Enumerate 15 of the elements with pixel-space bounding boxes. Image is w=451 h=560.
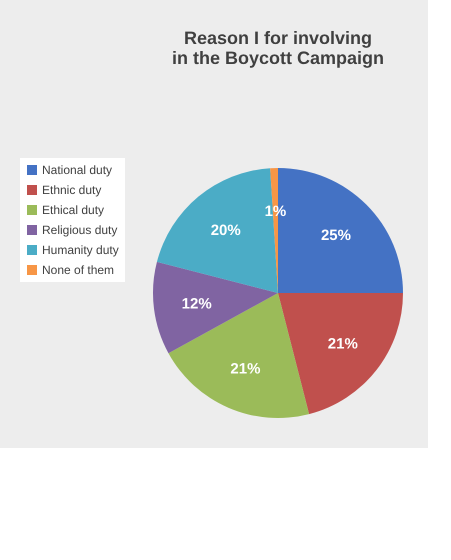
pie-slice <box>278 293 403 414</box>
data-label: 20% <box>210 222 241 239</box>
data-label: 12% <box>182 295 212 312</box>
legend-label: Humanity duty <box>42 243 119 257</box>
chart-title: Reason I for involving in the Boycott Campaign <box>172 28 384 68</box>
legend-label: None of them <box>42 263 114 277</box>
legend-label: Ethical duty <box>42 203 104 217</box>
legend-label: Religious duty <box>42 223 118 237</box>
legend-label: National duty <box>42 163 112 177</box>
pie-slice <box>168 293 310 418</box>
legend-label: Ethnic duty <box>42 183 102 197</box>
data-label: 21% <box>328 335 358 352</box>
pie-slice <box>153 262 278 354</box>
data-label: 21% <box>230 360 260 378</box>
data-label: 25% <box>320 227 351 244</box>
